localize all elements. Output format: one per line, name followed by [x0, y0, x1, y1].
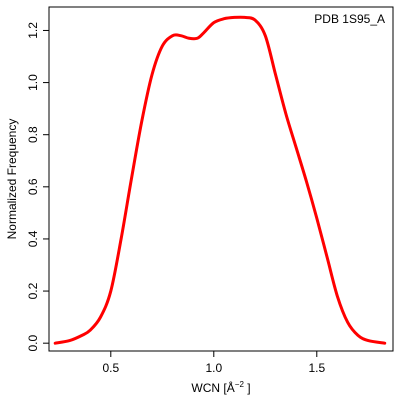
y-axis-title: Normalized Frequency — [5, 119, 19, 240]
plot-frame — [48, 6, 394, 352]
x-axis-title-unit: Å — [227, 380, 235, 395]
y-tick-label: 0.2 — [26, 282, 40, 299]
x-axis-title-prefix: WCN [ — [191, 381, 227, 395]
y-tick-label: 1.0 — [26, 74, 40, 91]
y-tick-label: 0.4 — [26, 230, 40, 247]
x-axis-title-exponent: −2 — [235, 380, 245, 389]
annotation-label: PDB 1S95_A — [314, 12, 385, 26]
x-axis-title-suffix: ] — [244, 381, 251, 395]
series-layer — [53, 15, 387, 345]
x-tick-label: 1.5 — [308, 361, 325, 375]
y-tick-label: 0.8 — [26, 126, 40, 143]
density-line — [53, 15, 387, 345]
y-tick-label: 0.0 — [26, 335, 40, 352]
x-axis-title: WCN [Å−2 ] — [191, 380, 250, 395]
y-axis: 0.0 0.2 0.4 0.6 0.8 1.0 1.2 — [26, 22, 49, 352]
y-tick-label: 0.6 — [26, 178, 40, 195]
y-tick-label: 1.2 — [26, 22, 40, 39]
x-axis: 0.5 1.0 1.5 — [102, 351, 325, 375]
x-tick-label: 1.0 — [205, 361, 222, 375]
x-tick-label: 0.5 — [102, 361, 119, 375]
